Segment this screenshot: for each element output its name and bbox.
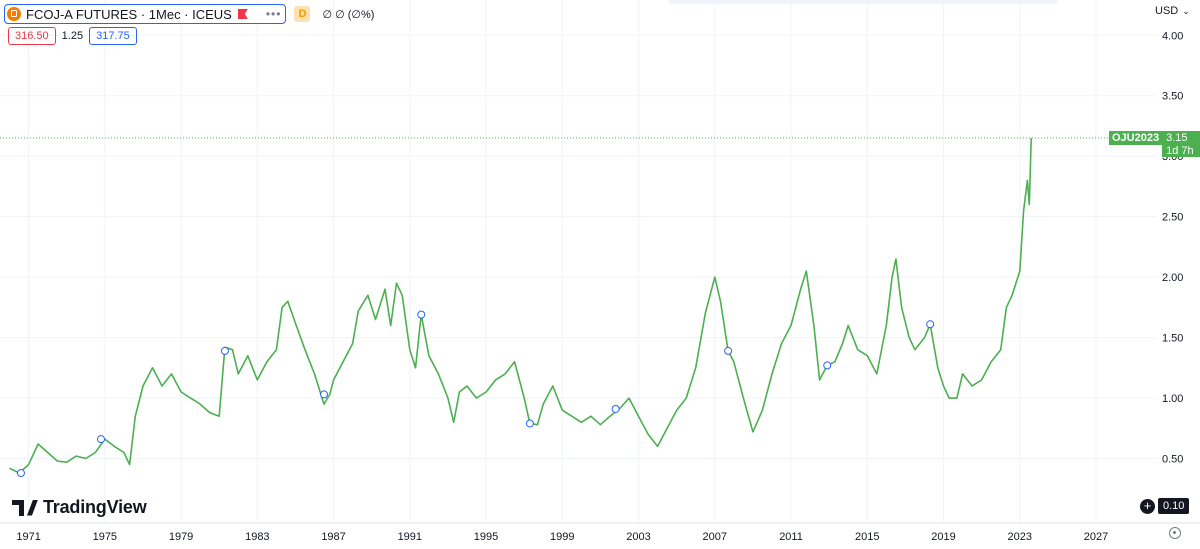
ask-price-button[interactable]: 317.75 [89, 27, 137, 45]
x-tick-label: 1979 [169, 531, 193, 543]
symbol-title: FCOJ-A FUTURES · 1Mec · ICEUS [26, 6, 232, 22]
x-tick-label: 2019 [931, 531, 955, 543]
price-series-line [9, 138, 1032, 474]
contract-label: OJU2023 [1109, 131, 1163, 146]
plus-icon[interactable]: + [1140, 499, 1155, 514]
chevron-down-icon: ⌄ [1182, 5, 1190, 16]
x-tick-label: 1983 [245, 531, 269, 543]
quote-row: 316.50 1.25 317.75 [8, 27, 137, 45]
x-tick-label: 2015 [855, 531, 879, 543]
x-tick-label: 1987 [321, 531, 345, 543]
event-marker[interactable] [823, 361, 832, 370]
event-marker[interactable] [525, 419, 534, 428]
top-toolbar-edge [668, 0, 1058, 4]
y-tick-label: 0.50 [1162, 454, 1183, 466]
x-tick-label: 1995 [474, 531, 498, 543]
y-tick-label: 4.00 [1162, 30, 1183, 42]
event-marker[interactable] [724, 346, 733, 355]
x-tick-label: 2011 [779, 531, 803, 543]
settings-icon[interactable] [1169, 527, 1181, 539]
flag-icon[interactable] [237, 9, 248, 19]
last-price-tag: OJU2023 3.15 1d 7h [1109, 131, 1200, 158]
event-marker[interactable] [926, 320, 935, 329]
orange-juice-symbol-icon [7, 7, 21, 21]
event-marker[interactable] [97, 435, 106, 444]
event-marker[interactable] [611, 404, 620, 413]
more-icon[interactable]: ••• [265, 7, 282, 21]
currency-label: USD [1155, 5, 1179, 17]
x-tick-label: 2003 [626, 531, 650, 543]
y-tick-label: 2.50 [1162, 212, 1183, 224]
symbol-button[interactable]: FCOJ-A FUTURES · 1Mec · ICEUS ••• [4, 4, 287, 24]
tradingview-logo-icon [12, 499, 38, 516]
x-tick-label: 1999 [550, 531, 574, 543]
logo-text: TradingView [43, 497, 147, 517]
last-price-value: 3.15 [1166, 132, 1188, 145]
y-tick-label: 2.00 [1162, 272, 1183, 284]
symbol-legend: FCOJ-A FUTURES · 1Mec · ICEUS ••• D ∅ ∅ … [4, 4, 374, 24]
bid-price-button[interactable]: 316.50 [8, 27, 56, 45]
event-marker[interactable] [220, 346, 229, 355]
x-tick-label: 1975 [93, 531, 117, 543]
price-countdown-box: 3.15 1d 7h [1162, 131, 1200, 158]
y-tick-label: 1.50 [1162, 333, 1183, 345]
currency-selector[interactable]: USD ⌄ [1155, 5, 1190, 17]
delay-badge[interactable]: D [294, 6, 311, 22]
bar-countdown: 1d 7h [1166, 145, 1194, 158]
x-tick-label: 2007 [703, 531, 727, 543]
x-tick-label: 1971 [16, 531, 40, 543]
x-tick-label: 2027 [1084, 531, 1108, 543]
tradingview-logo[interactable]: TradingView [12, 497, 147, 518]
event-marker[interactable] [417, 310, 426, 319]
spread-value: 1.25 [61, 30, 84, 42]
event-marker[interactable] [320, 390, 329, 399]
event-marker[interactable] [16, 469, 25, 478]
scale-value: 0.10 [1158, 498, 1190, 514]
x-tick-label: 2023 [1008, 531, 1032, 543]
y-tick-label: 3.50 [1162, 91, 1183, 103]
y-tick-label: 1.00 [1162, 393, 1183, 405]
change-readout: ∅ ∅ (∅%) [322, 8, 375, 21]
x-tick-label: 1991 [398, 531, 422, 543]
